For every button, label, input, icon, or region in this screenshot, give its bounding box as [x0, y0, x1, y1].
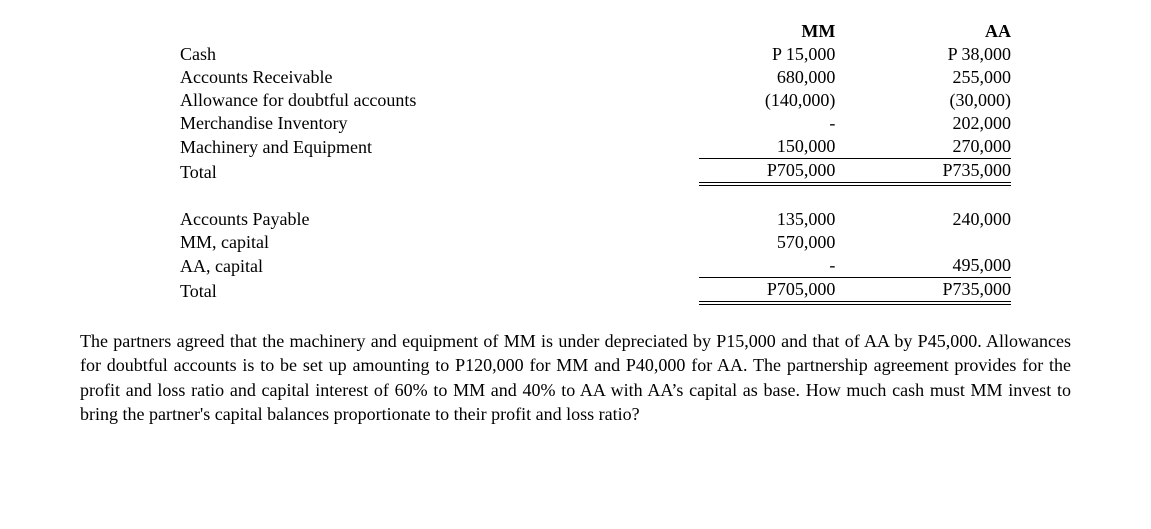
- table-row: AA, capital - 495,000: [180, 254, 1011, 278]
- row-mm: 135,000: [699, 208, 856, 231]
- table-row: Merchandise Inventory - 202,000: [180, 112, 1011, 135]
- row-mm: 680,000: [699, 66, 856, 89]
- row-label: Machinery and Equipment: [180, 135, 699, 159]
- row-aa: 495,000: [855, 254, 1011, 278]
- total-row: Total P705,000 P735,000: [180, 278, 1011, 304]
- total-aa: P735,000: [855, 278, 1011, 304]
- row-mm: P 15,000: [699, 43, 856, 66]
- row-label: Merchandise Inventory: [180, 112, 699, 135]
- table-row: Machinery and Equipment 150,000 270,000: [180, 135, 1011, 159]
- total-label: Total: [180, 278, 699, 304]
- row-aa: 255,000: [855, 66, 1011, 89]
- row-label: AA, capital: [180, 254, 699, 278]
- balance-sheet-table: MM AA Cash P 15,000 P 38,000 Accounts Re…: [180, 20, 1011, 305]
- row-aa: 270,000: [855, 135, 1011, 159]
- row-mm: 150,000: [699, 135, 856, 159]
- row-mm: 570,000: [699, 231, 856, 254]
- row-aa: 202,000: [855, 112, 1011, 135]
- table-row: Cash P 15,000 P 38,000: [180, 43, 1011, 66]
- row-aa: [855, 231, 1011, 254]
- header-row: MM AA: [180, 20, 1011, 43]
- row-mm: (140,000): [699, 89, 856, 112]
- total-mm: P705,000: [699, 278, 856, 304]
- row-mm: -: [699, 112, 856, 135]
- table-row: Accounts Payable 135,000 240,000: [180, 208, 1011, 231]
- col-header-mm: MM: [699, 20, 856, 43]
- total-label: Total: [180, 159, 699, 185]
- problem-paragraph: The partners agreed that the machinery a…: [80, 329, 1071, 426]
- table-row: Allowance for doubtful accounts (140,000…: [180, 89, 1011, 112]
- row-aa: (30,000): [855, 89, 1011, 112]
- row-label: MM, capital: [180, 231, 699, 254]
- total-aa: P735,000: [855, 159, 1011, 185]
- row-label: Allowance for doubtful accounts: [180, 89, 699, 112]
- row-label: Accounts Receivable: [180, 66, 699, 89]
- row-aa: P 38,000: [855, 43, 1011, 66]
- row-label: Accounts Payable: [180, 208, 699, 231]
- row-aa: 240,000: [855, 208, 1011, 231]
- col-header-aa: AA: [855, 20, 1011, 43]
- table-row: Accounts Receivable 680,000 255,000: [180, 66, 1011, 89]
- row-mm: -: [699, 254, 856, 278]
- row-label: Cash: [180, 43, 699, 66]
- total-mm: P705,000: [699, 159, 856, 185]
- table-row: MM, capital 570,000: [180, 231, 1011, 254]
- total-row: Total P705,000 P735,000: [180, 159, 1011, 185]
